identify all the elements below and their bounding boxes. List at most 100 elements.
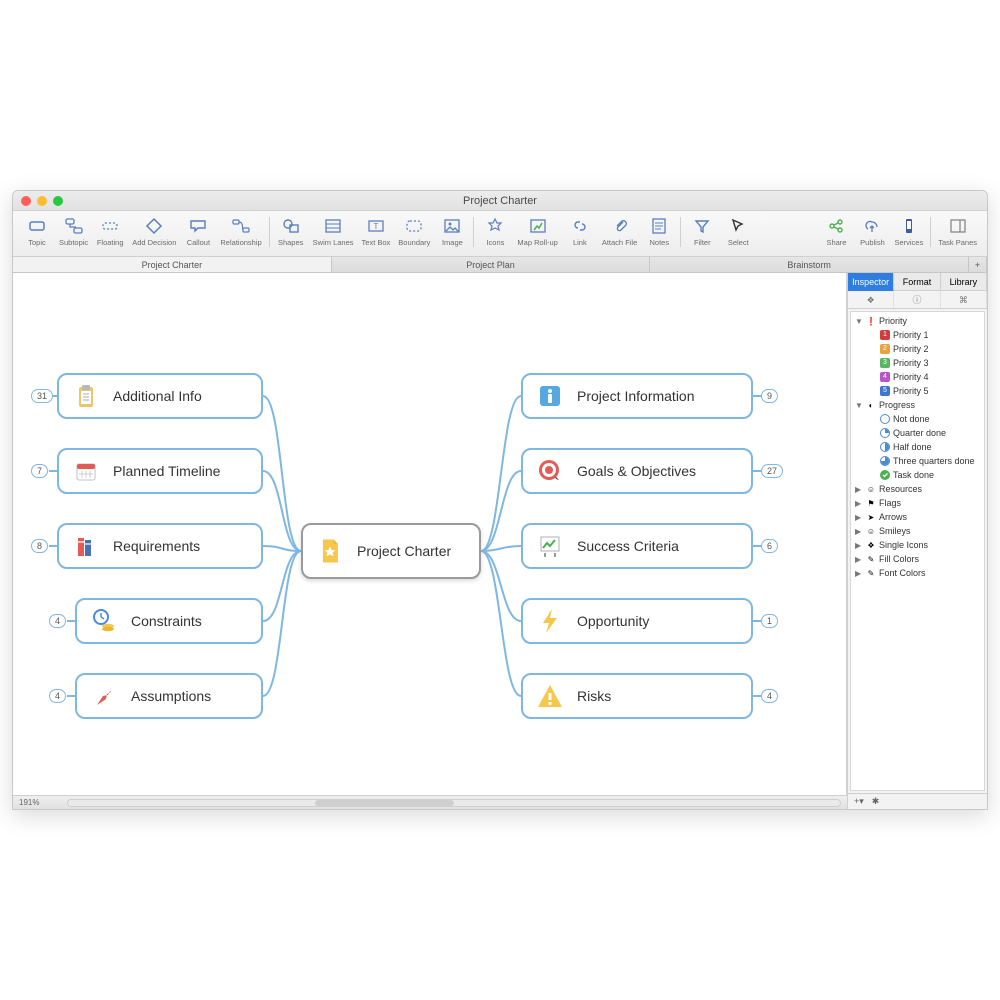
window-body: Project Charter Additional Info 31 Planned … [13,273,987,809]
toolbar-topic-button[interactable]: Topic [19,213,55,249]
toolbar-publish-button[interactable]: Publish [854,213,890,249]
toolbar-relationship-button[interactable]: Relationship [216,213,265,249]
mindmap-canvas[interactable]: Project Charter Additional Info 31 Planned … [13,273,847,795]
doc-tab[interactable]: Project Charter [13,257,332,272]
toolbar-select-button[interactable]: Select [720,213,756,249]
toolbar-add-decision-button[interactable]: Add Decision [128,213,180,249]
star-doc-icon [315,536,345,566]
inspector-tab[interactable]: Inspector [848,273,894,291]
tree-item[interactable]: Half done [853,440,982,454]
toolbar-subtopic-button[interactable]: Subtopic [55,213,92,249]
boundary-icon [403,215,425,237]
tree-group[interactable]: ▶❖Single Icons [853,538,982,552]
share-icon [825,215,847,237]
toolbar-task-panes-button[interactable]: Task Panes [934,213,981,249]
add-marker-button[interactable]: +▾ [854,796,864,807]
tree-item[interactable]: Task done [853,468,982,482]
tree-group[interactable]: ▶☺Resources [853,482,982,496]
topic-node[interactable]: Constraints [75,598,263,644]
toolbar-notes-button[interactable]: Notes [641,213,677,249]
toolbar-image-button[interactable]: Image [434,213,470,249]
markers-tree: ▼❗Priority1Priority 12Priority 23Priorit… [850,311,985,791]
topic-node[interactable]: Planned Timeline [57,448,263,494]
toolbar: TopicSubtopicFloatingAdd DecisionCallout… [13,211,987,257]
topic-node[interactable]: Additional Info [57,373,263,419]
svg-text:T: T [373,222,378,231]
topic-node[interactable]: Project Information [521,373,753,419]
topic-node[interactable]: Risks [521,673,753,719]
info-tab-icon[interactable]: ⓘ [894,291,940,308]
inspector-subtabs: ❖ ⓘ ⌘ [848,291,987,309]
tree-item[interactable]: 5Priority 5 [853,384,982,398]
topic-node[interactable]: Requirements [57,523,263,569]
tree-item[interactable]: Three quarters done [853,454,982,468]
topic-node[interactable]: Assumptions [75,673,263,719]
horizontal-scrollbar[interactable] [67,799,841,807]
child-count-badge[interactable]: 9 [761,389,778,403]
doc-tab[interactable]: Project Plan [332,257,651,272]
floating-icon [99,215,121,237]
toolbar-link-button[interactable]: Link [562,213,598,249]
tree-group[interactable]: ▶➤Arrows [853,510,982,524]
tree-item[interactable]: 4Priority 4 [853,370,982,384]
inspector-tab[interactable]: Format [894,273,940,291]
topic-label: Project Charter [357,543,451,559]
info-icon [535,381,565,411]
child-count-badge[interactable]: 31 [31,389,53,403]
child-count-badge[interactable]: 1 [761,614,778,628]
toolbar-share-button[interactable]: Share [818,213,854,249]
new-tab-button[interactable]: + [969,257,987,272]
child-count-badge[interactable]: 6 [761,539,778,553]
topic-label: Constraints [131,613,202,629]
tree-group[interactable]: ▼❗Priority [853,314,982,328]
link-tab-icon[interactable]: ⌘ [941,291,987,308]
settings-button[interactable]: ✱ [872,796,880,807]
statusbar: 191% [13,795,847,809]
tree-group[interactable]: ▶☺Smileys [853,524,982,538]
tree-item[interactable]: 1Priority 1 [853,328,982,342]
child-count-badge[interactable]: 4 [49,614,66,628]
warn-icon [535,681,565,711]
inspector-tabs: InspectorFormatLibrary [848,273,987,291]
child-count-badge[interactable]: 7 [31,464,48,478]
chart-icon [535,531,565,561]
tree-group[interactable]: ▼◐Progress [853,398,982,412]
inspector-tab[interactable]: Library [941,273,987,291]
child-count-badge[interactable]: 8 [31,539,48,553]
swim-icon [322,215,344,237]
shapes-icon [280,215,302,237]
child-count-badge[interactable]: 4 [49,689,66,703]
toolbar-callout-button[interactable]: Callout [180,213,216,249]
child-count-badge[interactable]: 27 [761,464,783,478]
tree-item[interactable]: 2Priority 2 [853,342,982,356]
toolbar-filter-button[interactable]: Filter [684,213,720,249]
center-topic[interactable]: Project Charter [301,523,481,579]
tree-item[interactable]: Quarter done [853,426,982,440]
toolbar-floating-button[interactable]: Floating [92,213,128,249]
tree-group[interactable]: ▶✎Fill Colors [853,552,982,566]
tree-group[interactable]: ▶✎Font Colors [853,566,982,580]
tree-item[interactable]: Not done [853,412,982,426]
tree-item[interactable]: 3Priority 3 [853,356,982,370]
decision-icon [143,215,165,237]
doc-tab[interactable]: Brainstorm [650,257,969,272]
attach-icon [609,215,631,237]
toolbar-map-roll-up-button[interactable]: Map Roll-up [513,213,561,249]
topic-node[interactable]: Success Criteria [521,523,753,569]
toolbar-boundary-button[interactable]: Boundary [394,213,434,249]
topic-node[interactable]: Opportunity [521,598,753,644]
topic-node[interactable]: Goals & Objectives [521,448,753,494]
toolbar-shapes-button[interactable]: Shapes [273,213,309,249]
tree-group[interactable]: ▶⚑Flags [853,496,982,510]
topic-label: Opportunity [577,613,649,629]
zoom-level[interactable]: 191% [19,798,39,807]
topic-icon [26,215,48,237]
target-icon [535,456,565,486]
markers-tab-icon[interactable]: ❖ [848,291,894,308]
toolbar-services-button[interactable]: Services [890,213,927,249]
toolbar-attach-file-button[interactable]: Attach File [598,213,641,249]
toolbar-swim-lanes-button[interactable]: Swim Lanes [309,213,358,249]
toolbar-icons-button[interactable]: Icons [477,213,513,249]
child-count-badge[interactable]: 4 [761,689,778,703]
toolbar-text-box-button[interactable]: TText Box [358,213,395,249]
